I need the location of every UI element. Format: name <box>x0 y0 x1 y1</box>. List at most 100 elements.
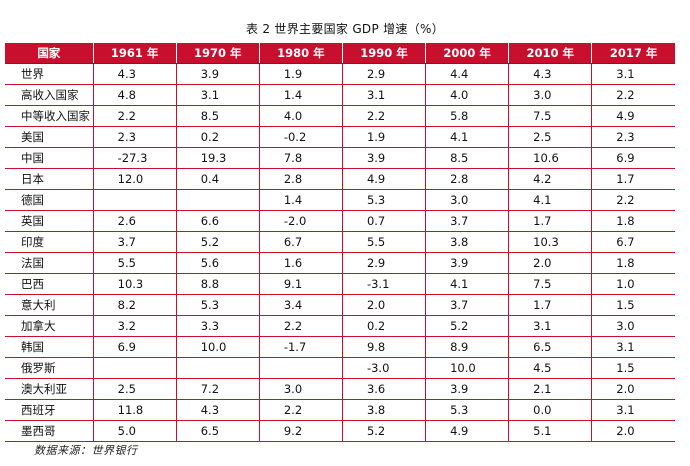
column-header-year: 2017 年 <box>591 43 675 64</box>
growth-value-cell: 10.0 <box>425 357 509 379</box>
country-cell: 韩国 <box>5 336 94 358</box>
growth-value-cell: 3.9 <box>175 63 260 85</box>
growth-value-cell <box>258 357 343 379</box>
growth-value-cell <box>92 189 177 211</box>
growth-value-cell: 1.7 <box>508 210 592 232</box>
growth-value-cell: 10.0 <box>175 336 260 358</box>
growth-value-cell: 3.8 <box>425 231 509 253</box>
growth-value-cell: 7.5 <box>508 273 592 295</box>
growth-value-cell: -1.7 <box>258 336 343 358</box>
growth-value-cell: 4.9 <box>341 168 426 190</box>
growth-value-cell: 1.0 <box>591 273 675 295</box>
growth-value-cell: 5.2 <box>341 420 426 442</box>
growth-value-cell: 4.0 <box>258 105 343 127</box>
growth-value-cell: 4.4 <box>425 63 509 85</box>
country-cell: 墨西哥 <box>5 420 94 442</box>
country-cell: 中国 <box>5 147 94 169</box>
growth-value-cell: 3.2 <box>92 315 177 337</box>
growth-value-cell: 3.7 <box>92 231 177 253</box>
growth-value-cell: 1.7 <box>591 168 675 190</box>
growth-value-cell: 5.2 <box>175 231 260 253</box>
table-row: 意大利 8.2 5.3 3.4 2.0 3.7 1.7 1.5 <box>5 294 675 316</box>
growth-value-cell: 5.6 <box>175 252 260 274</box>
growth-value-cell: 1.8 <box>591 210 675 232</box>
growth-value-cell: 3.1 <box>591 399 675 421</box>
country-cell: 西班牙 <box>5 399 94 421</box>
growth-value-cell: 4.5 <box>508 357 592 379</box>
growth-value-cell: 5.5 <box>341 231 426 253</box>
growth-value-cell: 8.2 <box>92 294 177 316</box>
country-cell: 印度 <box>5 231 94 253</box>
country-cell: 中等收入国家 <box>5 105 94 127</box>
growth-value-cell: 1.5 <box>591 357 675 379</box>
growth-value-cell: 2.1 <box>508 378 592 400</box>
growth-value-cell: 5.2 <box>425 315 509 337</box>
table-row: 澳大利亚 2.5 7.2 3.0 3.6 3.9 2.1 2.0 <box>5 378 675 400</box>
growth-value-cell: 3.0 <box>508 84 592 106</box>
growth-value-cell: 2.2 <box>341 105 426 127</box>
growth-value-cell: -0.2 <box>258 126 343 148</box>
growth-value-cell: 4.9 <box>425 420 509 442</box>
growth-value-cell: 3.1 <box>175 84 260 106</box>
growth-value-cell: 1.7 <box>508 294 592 316</box>
growth-value-cell: 4.9 <box>591 105 675 127</box>
growth-value-cell: 4.3 <box>175 399 260 421</box>
growth-value-cell: 3.9 <box>425 252 509 274</box>
table-caption: 表 2 世界主要国家 GDP 增速（%） <box>245 22 445 36</box>
table-row: 加拿大 3.2 3.3 2.2 0.2 5.2 3.1 3.0 <box>5 315 675 337</box>
growth-value-cell: 3.4 <box>258 294 343 316</box>
growth-value-cell: 3.1 <box>508 315 592 337</box>
growth-value-cell: 3.7 <box>425 210 509 232</box>
growth-value-cell: 6.5 <box>508 336 592 358</box>
table-body: 世界 4.3 3.9 1.9 2.9 4.4 4.3 3.1 高收入国家 4.8 3.1 1.4 3.1… <box>5 63 675 442</box>
growth-value-cell: 9.1 <box>258 273 343 295</box>
growth-value-cell: 8.5 <box>175 105 260 127</box>
growth-value-cell: 6.5 <box>175 420 260 442</box>
growth-value-cell: 3.3 <box>175 315 260 337</box>
column-header-year: 2010 年 <box>508 43 592 64</box>
growth-value-cell: 3.1 <box>341 84 426 106</box>
table-row: 法国 5.5 5.6 1.6 2.9 3.9 2.0 1.8 <box>5 252 675 274</box>
growth-value-cell <box>175 189 260 211</box>
growth-value-cell: 3.9 <box>341 147 426 169</box>
growth-value-cell: 8.8 <box>175 273 260 295</box>
growth-value-cell: 2.5 <box>508 126 592 148</box>
growth-value-cell: 1.9 <box>341 126 426 148</box>
growth-value-cell: -27.3 <box>92 147 177 169</box>
growth-value-cell: 2.0 <box>508 252 592 274</box>
growth-value-cell: 2.5 <box>92 378 177 400</box>
growth-value-cell: 8.9 <box>425 336 509 358</box>
table-row: 墨西哥 5.0 6.5 9.2 5.2 4.9 5.1 2.0 <box>5 420 675 442</box>
growth-value-cell: 4.0 <box>425 84 509 106</box>
growth-value-cell: 5.1 <box>508 420 592 442</box>
growth-value-cell: 3.9 <box>425 378 509 400</box>
growth-value-cell: 11.8 <box>92 399 177 421</box>
growth-value-cell: 6.7 <box>591 231 675 253</box>
column-header-country: 国家 <box>5 43 94 64</box>
country-cell: 俄罗斯 <box>5 357 94 379</box>
growth-value-cell: 5.3 <box>425 399 509 421</box>
country-cell: 加拿大 <box>5 315 94 337</box>
growth-value-cell: 2.8 <box>425 168 509 190</box>
growth-value-cell: 2.2 <box>258 399 343 421</box>
growth-value-cell: 5.0 <box>92 420 177 442</box>
growth-value-cell: 2.9 <box>341 63 426 85</box>
country-cell: 澳大利亚 <box>5 378 94 400</box>
growth-value-cell: 3.7 <box>425 294 509 316</box>
growth-value-cell: 1.9 <box>258 63 343 85</box>
growth-value-cell: 3.1 <box>591 63 675 85</box>
growth-value-cell: 3.0 <box>258 378 343 400</box>
country-cell: 英国 <box>5 210 94 232</box>
growth-value-cell: 4.1 <box>508 189 592 211</box>
growth-value-cell: 9.2 <box>258 420 343 442</box>
table-row: 中等收入国家 2.2 8.5 4.0 2.2 5.8 7.5 4.9 <box>5 105 675 127</box>
growth-value-cell: 4.2 <box>508 168 592 190</box>
growth-value-cell: 1.6 <box>258 252 343 274</box>
growth-value-cell: -3.1 <box>341 273 426 295</box>
column-header-year: 2000 年 <box>425 43 509 64</box>
growth-value-cell: 0.2 <box>341 315 426 337</box>
growth-value-cell: 0.4 <box>175 168 260 190</box>
table-row: 印度 3.7 5.2 6.7 5.5 3.8 10.3 6.7 <box>5 231 675 253</box>
growth-value-cell: 2.2 <box>258 315 343 337</box>
country-cell: 世界 <box>5 63 94 85</box>
